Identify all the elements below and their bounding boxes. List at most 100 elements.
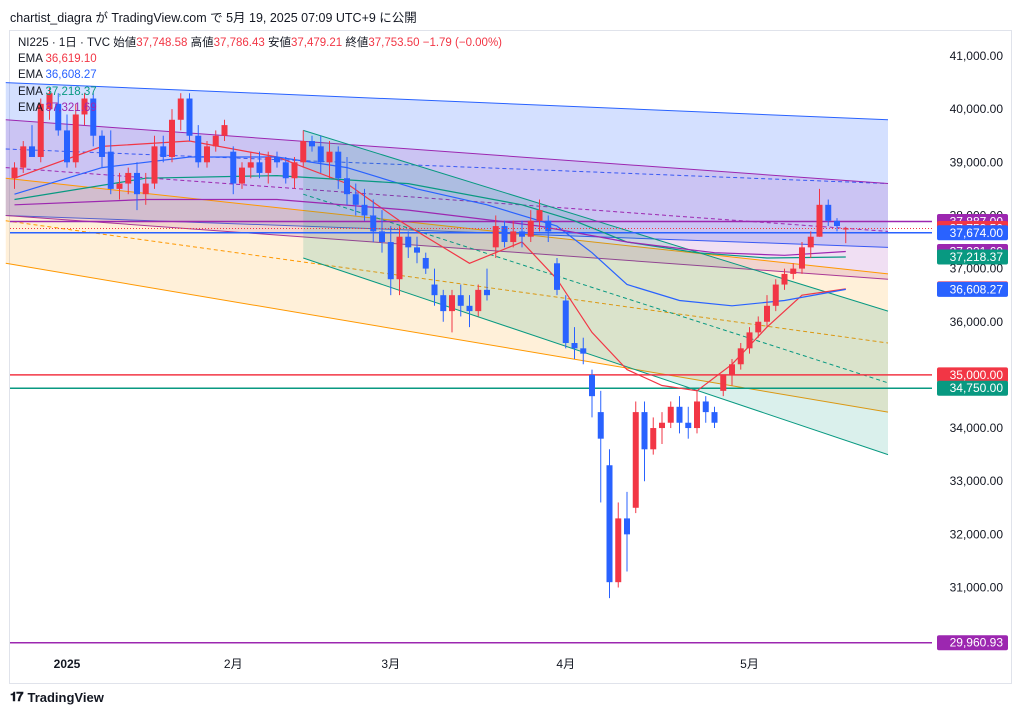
- price-label-box[interactable]: [937, 380, 1008, 396]
- candle-body[interactable]: [274, 156, 280, 163]
- candle-body[interactable]: [422, 257, 429, 269]
- candle-body[interactable]: [755, 321, 762, 333]
- candle-body[interactable]: [300, 141, 307, 163]
- candle-body[interactable]: [151, 146, 158, 184]
- candle-body[interactable]: [265, 156, 272, 173]
- price-label-box[interactable]: [937, 635, 1008, 651]
- candle-body[interactable]: [606, 465, 613, 583]
- candle-body[interactable]: [676, 406, 683, 423]
- candle-body[interactable]: [99, 135, 105, 157]
- candle-body[interactable]: [615, 518, 622, 583]
- candle-body[interactable]: [195, 135, 202, 163]
- candle-body[interactable]: [440, 295, 447, 312]
- candle-body[interactable]: [29, 146, 35, 157]
- candle-body[interactable]: [764, 305, 770, 322]
- candle-body[interactable]: [685, 422, 692, 429]
- candle-body[interactable]: [431, 284, 438, 296]
- candle-body[interactable]: [186, 98, 193, 136]
- candle-body[interactable]: [449, 295, 455, 312]
- candle-body[interactable]: [799, 247, 805, 269]
- candle-body[interactable]: [729, 364, 735, 375]
- candle-body[interactable]: [571, 343, 578, 349]
- candle-body[interactable]: [414, 247, 420, 253]
- price-label-box[interactable]: [937, 281, 1008, 297]
- candle-body[interactable]: [160, 146, 167, 157]
- candle-body[interactable]: [842, 228, 849, 230]
- candle-body[interactable]: [545, 220, 552, 232]
- candle-body[interactable]: [317, 146, 324, 163]
- ema-line[interactable]: [14, 174, 846, 259]
- candle-body[interactable]: [624, 518, 630, 535]
- price-label-box[interactable]: [937, 249, 1008, 265]
- tradingview-brand[interactable]: 𝟏𝟕 TradingView: [10, 689, 104, 705]
- candle-body[interactable]: [352, 194, 359, 205]
- ema-row[interactable]: EMA 37,218.37: [18, 84, 502, 100]
- channel-blue[interactable]: [5, 82, 888, 248]
- candle-body[interactable]: [309, 141, 315, 147]
- candle-body[interactable]: [746, 332, 753, 349]
- ema-row[interactable]: EMA 36,608.27: [18, 67, 502, 83]
- candle-body[interactable]: [641, 412, 648, 450]
- channel-mid-line[interactable]: [303, 193, 889, 384]
- candle-body[interactable]: [169, 119, 175, 157]
- candle-body[interactable]: [659, 422, 665, 429]
- candle-body[interactable]: [107, 151, 114, 189]
- candle-body[interactable]: [142, 183, 149, 195]
- candle-body[interactable]: [807, 236, 814, 248]
- candle-body[interactable]: [492, 226, 499, 248]
- candle-body[interactable]: [790, 268, 797, 274]
- candle-body[interactable]: [326, 151, 333, 163]
- candle-body[interactable]: [580, 348, 587, 354]
- candle-body[interactable]: [134, 172, 140, 195]
- candle-body[interactable]: [230, 151, 237, 184]
- candle-body[interactable]: [484, 289, 490, 296]
- candle-body[interactable]: [256, 162, 263, 173]
- candle-body[interactable]: [519, 231, 525, 237]
- candle-body[interactable]: [562, 300, 569, 344]
- candle-body[interactable]: [282, 162, 289, 179]
- candle-body[interactable]: [370, 215, 377, 232]
- candle-body[interactable]: [64, 130, 70, 163]
- candle-body[interactable]: [501, 226, 508, 243]
- candle-body[interactable]: [361, 204, 368, 216]
- ema-row[interactable]: EMA 36,619.10: [18, 51, 502, 67]
- candle-body[interactable]: [536, 210, 543, 221]
- candle-body[interactable]: [55, 103, 62, 131]
- candle-body[interactable]: [125, 172, 132, 184]
- candle-body[interactable]: [37, 103, 44, 157]
- channel-orange[interactable]: [5, 178, 888, 413]
- candle-body[interactable]: [116, 183, 123, 189]
- channel-lower-line[interactable]: [303, 257, 889, 456]
- channel-upper-line[interactable]: [5, 82, 889, 121]
- price-label-box[interactable]: [937, 225, 1008, 241]
- candle-body[interactable]: [825, 204, 832, 221]
- candle-body[interactable]: [81, 98, 88, 115]
- candle-body[interactable]: [720, 374, 727, 391]
- candle-body[interactable]: [527, 220, 534, 237]
- candle-body[interactable]: [694, 401, 700, 429]
- candle-body[interactable]: [597, 412, 604, 439]
- candle-body[interactable]: [667, 406, 674, 423]
- channel-upper-line[interactable]: [5, 177, 889, 275]
- candle-body[interactable]: [344, 178, 350, 195]
- candle-body[interactable]: [650, 428, 657, 450]
- candle-body[interactable]: [20, 146, 27, 168]
- candle-body[interactable]: [737, 348, 744, 365]
- candle-body[interactable]: [335, 151, 342, 179]
- candle-body[interactable]: [11, 167, 18, 179]
- candle-body[interactable]: [379, 231, 385, 243]
- channel-lower-line[interactable]: [5, 214, 889, 280]
- candle-body[interactable]: [510, 231, 517, 243]
- candle-body[interactable]: [466, 305, 473, 312]
- candle-body[interactable]: [554, 263, 560, 290]
- candle-body[interactable]: [387, 242, 394, 280]
- candle-body[interactable]: [457, 295, 464, 306]
- candle-body[interactable]: [816, 204, 823, 237]
- candle-body[interactable]: [632, 412, 639, 508]
- ema-row[interactable]: EMA 37,321.69: [18, 100, 502, 116]
- price-label-box[interactable]: [937, 367, 1008, 383]
- candle-body[interactable]: [204, 146, 210, 163]
- channel-mid-line[interactable]: [5, 220, 889, 344]
- candle-body[interactable]: [405, 236, 412, 248]
